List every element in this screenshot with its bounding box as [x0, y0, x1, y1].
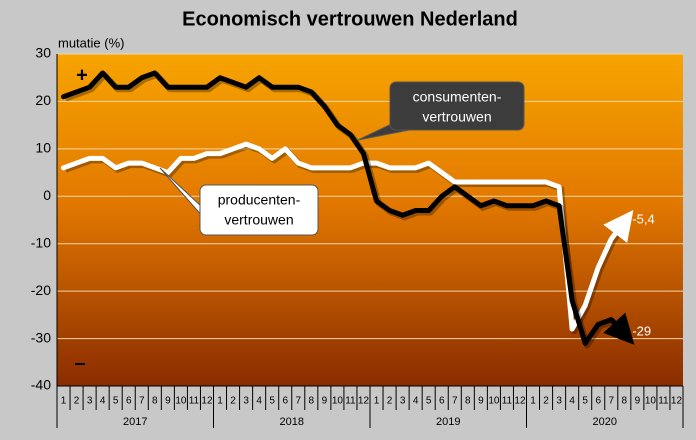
- x-tick-label: 2: [230, 396, 236, 407]
- value-label: -29: [632, 323, 651, 338]
- x-tick-label: 8: [622, 396, 628, 407]
- y-tick-label: 0: [43, 187, 51, 203]
- y-tick-label: 20: [35, 92, 51, 108]
- x-tick-label: 4: [100, 396, 106, 407]
- x-tick-label: 2: [74, 396, 80, 407]
- x-tick-label: 1: [530, 396, 536, 407]
- callout-text: vertrouwen: [422, 109, 491, 125]
- x-tick-label: 1: [61, 396, 67, 407]
- y-tick-label: 30: [35, 45, 51, 61]
- chart-title: Economisch vertrouwen Nederland: [182, 8, 518, 30]
- x-tick-label: 7: [295, 396, 301, 407]
- x-tick-label: 5: [269, 396, 275, 407]
- y-tick-label: 10: [35, 140, 51, 156]
- y-axis-label: mutatie (%): [58, 35, 124, 50]
- y-tick-label: -10: [31, 234, 51, 250]
- x-tick-label: 3: [243, 396, 249, 407]
- x-tick-label: 11: [658, 396, 669, 407]
- x-tick-label: 1: [374, 396, 380, 407]
- x-tick-label: 5: [113, 396, 119, 407]
- x-tick-label: 12: [514, 396, 526, 407]
- year-label: 2019: [436, 416, 460, 428]
- y-tick-label: -40: [31, 377, 51, 393]
- x-tick-label: 4: [569, 396, 575, 407]
- x-tick-label: 6: [126, 396, 132, 407]
- x-tick-label: 3: [87, 396, 93, 407]
- x-tick-label: 12: [358, 396, 370, 407]
- x-tick-label: 10: [645, 396, 657, 407]
- x-tick-label: 7: [139, 396, 145, 407]
- x-tick-label: 2: [543, 396, 549, 407]
- sign-plus: +: [76, 64, 88, 86]
- x-tick-label: 2: [387, 396, 393, 407]
- year-label: 2017: [123, 416, 147, 428]
- callout-text: vertrouwen: [224, 212, 293, 228]
- year-label: 2018: [280, 416, 304, 428]
- x-tick-label: 8: [309, 396, 315, 407]
- x-tick-label: 10: [175, 396, 187, 407]
- x-tick-label: 1: [217, 396, 223, 407]
- x-tick-label: 11: [502, 396, 513, 407]
- y-tick-label: -30: [31, 329, 51, 345]
- x-tick-label: 4: [413, 396, 419, 407]
- x-tick-label: 3: [556, 396, 562, 407]
- x-tick-label: 6: [595, 396, 601, 407]
- x-tick-label: 8: [465, 396, 471, 407]
- callout-text: producenten-: [218, 192, 301, 208]
- x-tick-label: 12: [671, 396, 683, 407]
- x-tick-label: 6: [439, 396, 445, 407]
- callout-text: consumenten-: [413, 89, 502, 105]
- x-tick-label: 5: [582, 396, 588, 407]
- x-tick-label: 11: [345, 396, 356, 407]
- x-tick-label: 9: [165, 396, 171, 407]
- x-tick-label: 11: [189, 396, 200, 407]
- plot-area: [57, 54, 683, 386]
- x-tick-label: 7: [452, 396, 458, 407]
- x-tick-label: 10: [488, 396, 500, 407]
- x-tick-label: 12: [201, 396, 213, 407]
- x-tick-label: 8: [152, 396, 158, 407]
- y-tick-label: -20: [31, 282, 51, 298]
- x-tick-label: 7: [608, 396, 614, 407]
- x-tick-label: 9: [322, 396, 328, 407]
- x-tick-label: 6: [282, 396, 288, 407]
- callout-box: [199, 184, 319, 236]
- year-label: 2020: [593, 416, 617, 428]
- series-line: [61, 141, 634, 332]
- series-line: [61, 70, 635, 346]
- x-tick-label: 5: [426, 396, 432, 407]
- x-tick-label: 10: [332, 396, 344, 407]
- sign-minus: –: [74, 352, 85, 374]
- x-tick-label: 4: [256, 396, 262, 407]
- callout-box: [389, 81, 525, 131]
- x-tick-label: 9: [478, 396, 484, 407]
- x-tick-label: 3: [400, 396, 406, 407]
- value-label: -5,4: [632, 211, 654, 226]
- x-tick-label: 9: [635, 396, 641, 407]
